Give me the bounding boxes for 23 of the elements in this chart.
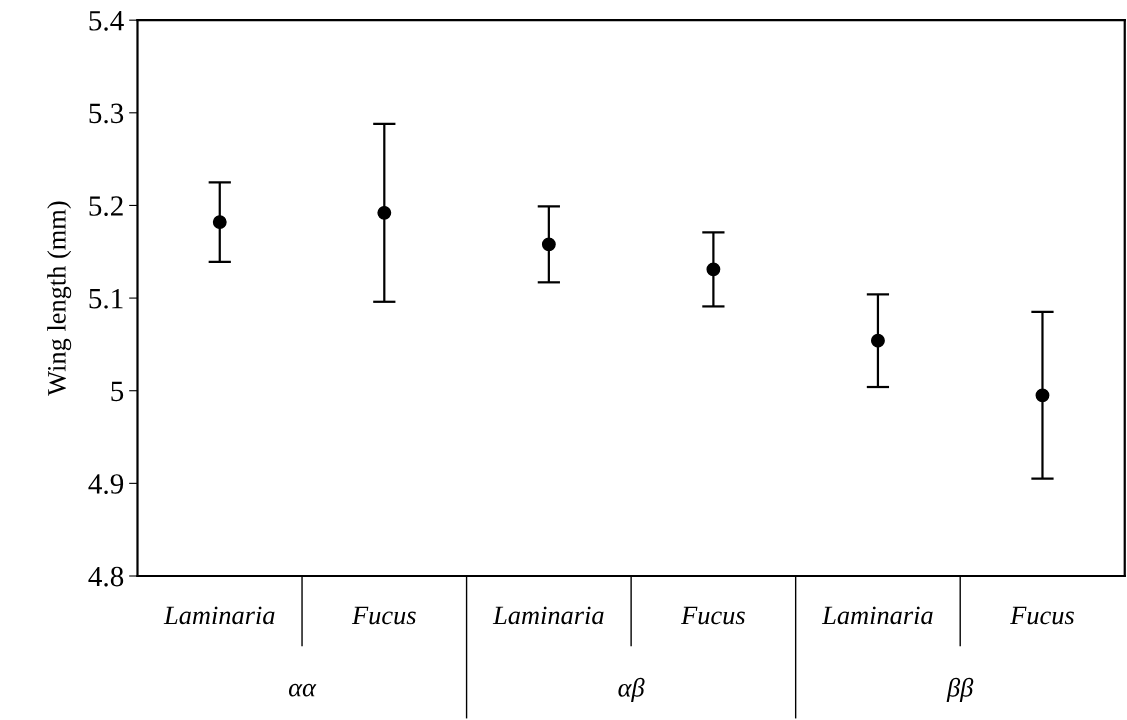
- y-tick-label: 4.8: [88, 566, 124, 587]
- x-tick-label: Fucus: [351, 606, 416, 625]
- x-tick-label: Laminaria: [163, 606, 275, 625]
- x-tick-label: Fucus: [1010, 606, 1074, 625]
- x-tick-label: Laminaria: [492, 606, 604, 625]
- y-tick-label: 5.3: [89, 103, 124, 124]
- y-tick-label: 5.2: [89, 196, 123, 216]
- x-tick-label: Laminaria: [821, 606, 933, 625]
- y-tick-label: 5.1: [89, 288, 123, 309]
- text: αα: [288, 683, 317, 697]
- point: [377, 205, 392, 220]
- point: [212, 215, 227, 230]
- point: [541, 237, 556, 252]
- y-axis-title: Wing length (mm): [47, 201, 72, 396]
- y-tick-label: 5: [111, 381, 124, 402]
- text: ββ: [946, 677, 974, 703]
- point: [1035, 388, 1050, 403]
- point: [870, 333, 885, 348]
- point: [706, 262, 721, 277]
- y-tick-label: 4.9: [88, 474, 124, 494]
- text: αβ: [618, 677, 645, 703]
- y-tick-label: 5.4: [89, 11, 124, 31]
- x-tick-label: Fucus: [681, 606, 745, 625]
